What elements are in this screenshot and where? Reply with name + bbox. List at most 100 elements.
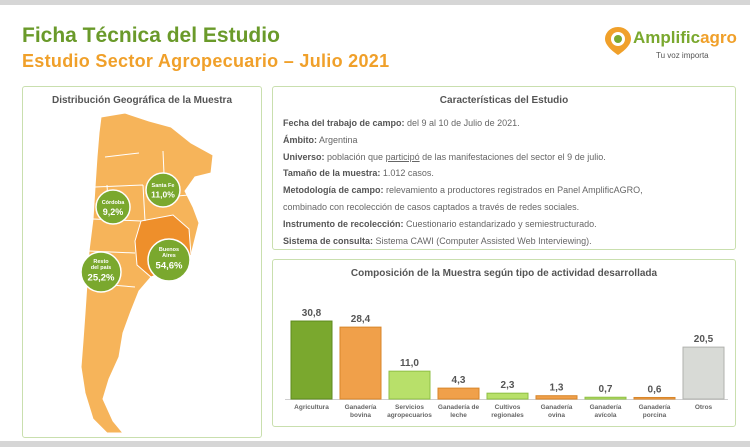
bar-group: 20,5 Otros	[682, 334, 725, 411]
info-row-instrument: Instrumento de recolección: Cuestionario…	[283, 216, 731, 233]
region-value: 54,6%	[156, 261, 183, 272]
bar	[486, 392, 529, 400]
region-label: Aires	[162, 253, 176, 259]
info-value: Argentina	[317, 134, 358, 145]
info-value: de las manifestaciones del sector el 9 d…	[419, 151, 606, 162]
info-row-sample-size: Tamaño de la muestra: 1.012 casos.	[283, 165, 731, 182]
data-label: 30,8	[302, 308, 322, 319]
info-row-fieldwork-date: Fecha del trabajo de campo: del 9 al 10 …	[283, 115, 731, 132]
region-label: Buenos	[159, 247, 179, 253]
bar	[437, 387, 480, 400]
chart-title: Composición de la Muestra según tipo de …	[350, 268, 658, 279]
category-label: Otros	[695, 404, 713, 411]
info-label: Sistema de consulta:	[283, 235, 374, 246]
region-bubble-circle	[145, 172, 181, 208]
bar	[290, 320, 333, 400]
region-label: Resto	[93, 259, 109, 265]
info-label: Tamaño de la muestra:	[283, 168, 381, 179]
bar	[682, 346, 725, 400]
info-label: Universo:	[283, 151, 325, 162]
info-row-universe: Universo: población que participó de las…	[283, 149, 731, 166]
region-bubble-circle	[95, 189, 131, 225]
category-label: ovina	[548, 412, 565, 419]
category-label: bovina	[350, 412, 371, 419]
info-list: Fecha del trabajo de campo: del 9 al 10 …	[283, 115, 731, 249]
info-panel-title: Características del Estudio	[439, 95, 569, 106]
category-label: Ganadería	[590, 404, 622, 411]
region-value: 11,0%	[151, 190, 175, 200]
logo-wordmark-b: agro	[700, 28, 737, 47]
info-value: del 9 al 10 de Julio de 2021.	[404, 118, 520, 128]
category-label: regionales	[491, 412, 524, 419]
study-characteristics-panel: Características del Estudio Fecha del tr…	[272, 86, 736, 250]
data-label: 0,7	[599, 384, 613, 395]
info-value: combinado con recolección de casos capta…	[283, 201, 580, 212]
region-label: del país	[91, 265, 111, 271]
info-label: Metodología de campo:	[283, 185, 384, 196]
region-value: 9,2%	[103, 207, 124, 217]
category-label: Ganadería	[345, 404, 377, 411]
data-label: 11,0	[400, 358, 419, 369]
region-bubble-circle	[147, 238, 191, 282]
logo-wordmark-a: Amplific	[633, 28, 701, 47]
info-row-methodology: Metodología de campo: relevamiento a pro…	[283, 182, 731, 199]
info-value: población que	[324, 151, 386, 162]
data-label: 0,6	[648, 384, 662, 395]
info-row-consultation-system: Sistema de consulta: Sistema CAWI (Compu…	[283, 233, 731, 250]
top-frame-bar	[0, 0, 750, 5]
bar-group: 30,8 Agricultura	[290, 308, 333, 411]
data-label: 2,3	[501, 380, 515, 391]
info-row-methodology-cont: combinado con recolección de casos capta…	[283, 199, 731, 216]
region-label: Córdoba	[102, 200, 126, 206]
page-subtitle: Estudio Sector Agropecuario – Julio 2021	[22, 51, 390, 71]
bar	[633, 396, 676, 400]
map-panel: Distribución Geográfica de la Muestra Sa…	[22, 86, 262, 438]
category-label: leche	[450, 412, 467, 419]
sample-composition-chart-panel: Composición de la Muestra según tipo de …	[272, 259, 736, 427]
category-label: Ganadería	[541, 404, 573, 411]
info-label: Fecha del trabajo de campo:	[283, 118, 405, 128]
region-label: Santa Fe	[152, 183, 175, 189]
location-pin-icon	[605, 27, 631, 55]
data-label: 20,5	[694, 334, 714, 345]
bar	[388, 370, 431, 400]
info-value-underlined: participó	[385, 151, 420, 162]
category-label: Cultivos	[495, 404, 521, 411]
region-bubble-circle	[80, 251, 122, 293]
info-row-scope: Ámbito: Argentina	[283, 132, 731, 149]
category-label: avícola	[594, 412, 616, 419]
category-label: Ganadería de	[438, 404, 480, 411]
category-label: Ganadería	[639, 404, 671, 411]
category-label: Servicios	[395, 404, 424, 411]
bar	[535, 395, 578, 400]
region-value: 25,2%	[88, 273, 115, 284]
logo-wordmark: Amplificagro	[633, 28, 737, 48]
bar	[584, 396, 627, 400]
category-label: agropecuarios	[387, 412, 432, 419]
data-label: 4,3	[452, 375, 466, 386]
info-value: Sistema CAWI (Computer Assisted Web Inte…	[373, 235, 592, 246]
info-label: Instrumento de recolección:	[283, 218, 404, 229]
bar	[339, 326, 382, 400]
info-value: Cuestionario estandarizado y semiestruct…	[403, 218, 597, 229]
info-label: Ámbito:	[283, 134, 317, 145]
page-title: Ficha Técnica del Estudio	[22, 24, 280, 47]
info-value: relevamiento a productores registrados e…	[383, 185, 643, 196]
category-label: Agricultura	[294, 404, 329, 411]
category-label: porcina	[643, 412, 667, 419]
data-label: 1,3	[550, 383, 564, 394]
amplificagro-logo: Amplificagro Tu voz importa	[604, 24, 744, 66]
map-panel-title: Distribución Geográfica de la Muestra	[51, 95, 233, 106]
